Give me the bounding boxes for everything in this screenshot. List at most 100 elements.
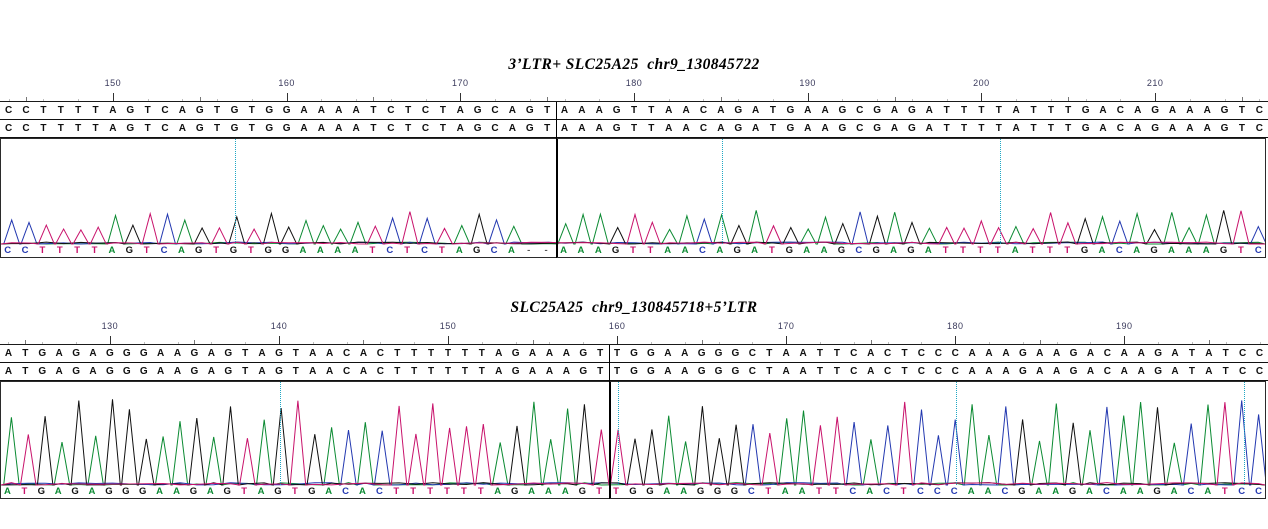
base-letter: A: [1168, 123, 1177, 134]
base-letter: T: [92, 123, 99, 134]
base-letter: A: [89, 348, 97, 359]
base-letter: A: [1203, 105, 1211, 116]
base-letter: G: [1081, 123, 1090, 134]
base-letter: A: [562, 366, 570, 377]
junction-divider: [609, 382, 611, 498]
basecall-letter: A: [494, 486, 502, 497]
base-letter: T: [1047, 123, 1054, 134]
base-letter: A: [821, 123, 829, 134]
basecall-letter: C: [1254, 245, 1262, 256]
base-letter: A: [968, 366, 976, 377]
base-letter: A: [804, 123, 812, 134]
ruler-tick: [448, 336, 449, 344]
base-letter: T: [40, 105, 47, 116]
base-letter: C: [917, 366, 926, 377]
ruler-tick: [752, 342, 753, 344]
basecall-letter: T: [900, 486, 907, 497]
basecall-letter: C: [916, 486, 924, 497]
guide-marker-line: [1243, 382, 1245, 485]
base-letter: A: [782, 348, 790, 359]
ruler-tick: [113, 93, 114, 101]
base-letter: A: [109, 105, 117, 116]
base-letter: A: [156, 366, 165, 377]
base-letter: A: [1203, 123, 1211, 134]
base-letter: C: [421, 105, 430, 116]
basecall-letter: T: [291, 486, 298, 497]
divider-rule: [0, 362, 1268, 363]
basecall-letter: C: [342, 486, 350, 497]
basecall-letter: G: [1018, 486, 1026, 497]
base-letter: G: [838, 105, 847, 116]
base-letter: A: [495, 366, 503, 377]
base-letter: G: [873, 105, 882, 116]
basecall-letter: C: [1001, 486, 1009, 497]
base-letter: T: [766, 366, 773, 377]
basecall-letter: T: [241, 486, 248, 497]
basecall-letter: C: [1238, 486, 1246, 497]
base-letter: C: [951, 366, 959, 377]
base-letter: G: [38, 366, 47, 377]
ruler-tick: [200, 97, 201, 101]
base-letter: C: [951, 348, 959, 359]
basecall-letter: T: [143, 245, 150, 256]
basecall-letter: A: [173, 486, 180, 497]
basecall-letter: T: [461, 486, 467, 497]
base-letter: G: [511, 366, 520, 377]
basecall-letter: G: [629, 486, 637, 497]
basecall-letter: G: [907, 245, 915, 256]
base-letter: T: [960, 123, 968, 134]
base-letter: G: [1069, 348, 1078, 359]
base-letter: T: [461, 366, 468, 377]
basecall-letter: T: [369, 245, 376, 256]
ruler-tick: [9, 99, 10, 101]
basecall-letter: T: [960, 245, 966, 256]
base-letter: C: [387, 123, 395, 134]
base-letter: T: [1238, 123, 1245, 134]
base-letter: C: [850, 366, 858, 377]
base-letter: G: [230, 105, 239, 116]
ruler-tick: [321, 99, 322, 101]
basecall-letter: G: [510, 486, 519, 497]
ruler-tick: [820, 342, 821, 344]
base-letter: G: [630, 348, 638, 359]
ruler-tick: [414, 342, 415, 344]
base-letter: T: [370, 105, 377, 116]
ruler-tick: [1190, 99, 1191, 101]
basecall-letter: A: [577, 245, 585, 256]
ruler-tick: [669, 99, 670, 101]
trace-channel-C: [1, 400, 1265, 486]
base-letter: G: [714, 348, 723, 359]
base-letter: T: [75, 123, 82, 134]
base-letter: A: [207, 348, 215, 359]
base-letter: A: [4, 366, 13, 377]
basecall-letter: C: [849, 486, 857, 497]
base-letter: A: [156, 348, 165, 359]
ruler-numbers: 150 160 170 180 190 200 210: [0, 78, 1268, 91]
ruler-tick: [287, 93, 288, 101]
base-letter: A: [925, 105, 933, 116]
base-letter: G: [731, 348, 740, 359]
base-letter: T: [405, 123, 412, 134]
ruler-label: 160: [278, 78, 295, 88]
ruler-tick: [1124, 336, 1125, 344]
base-letter: C: [491, 105, 499, 116]
ruler-tick: [1242, 97, 1243, 101]
base-letter: T: [1188, 366, 1195, 377]
basecall-letter: T: [1029, 245, 1036, 256]
base-letter: A: [578, 105, 586, 116]
base-letter: A: [890, 123, 899, 134]
base-letter: T: [833, 348, 840, 359]
basecall-letter: A: [924, 245, 932, 256]
basecall-letter: T: [410, 486, 417, 497]
base-letter: G: [195, 123, 204, 134]
basecall-letter: A: [560, 245, 567, 256]
basecall-letter: A: [54, 486, 62, 497]
base-letter: T: [1188, 348, 1195, 359]
basecall-letter: A: [1133, 245, 1141, 256]
basecall-letter: A: [561, 486, 569, 497]
basecall-letter: G: [611, 245, 620, 256]
